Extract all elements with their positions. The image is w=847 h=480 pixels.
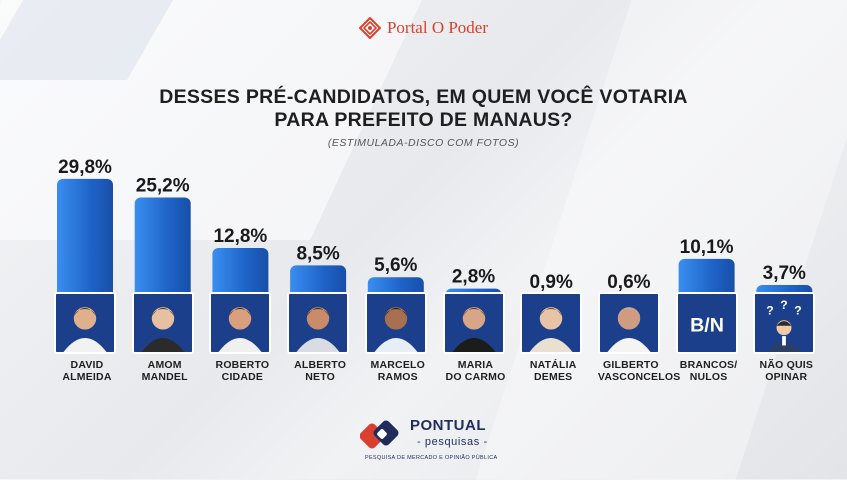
candidate-name: DAVID ALMEIDA (54, 359, 120, 383)
candidate-photo (520, 292, 583, 354)
data-label: 29,8% (58, 157, 112, 178)
svg-text:B/N: B/N (690, 314, 724, 336)
candidate-photo (287, 292, 350, 354)
data-label: 8,5% (296, 243, 339, 264)
candidate-name-line2: VASCONCELOS (597, 370, 681, 383)
candidate-card: ? ? ? NÃO QUIS OPINAR (753, 292, 819, 383)
data-label: 5,6% (374, 255, 417, 276)
data-label: 2,8% (452, 267, 495, 288)
data-label: 3,7% (763, 263, 806, 284)
bar (57, 178, 113, 304)
bar (212, 247, 269, 304)
candidate-card: ROBERTO CIDADE (209, 292, 275, 383)
brand-name: Portal O Poder (386, 18, 489, 37)
candidate-name: BRANCOS/NULOS (676, 359, 742, 383)
data-label: 0,6% (607, 272, 650, 293)
candidate-name-line1: MARCELO (370, 359, 426, 371)
candidate-name-line1: ALBERTO (294, 359, 347, 371)
candidate-name: ALBERTO NETO (287, 359, 353, 383)
candidate-card: DAVID ALMEIDA (54, 292, 120, 383)
candidate-name-line2: MANDEL (141, 370, 188, 383)
candidate-photo (442, 292, 505, 354)
pontual-footer: PONTUAL - pesquisas - PESQUISA DE MERCAD… (360, 417, 520, 467)
candidate-photo (54, 292, 116, 354)
candidate-name: ROBERTO CIDADE (209, 359, 275, 383)
candidate-name-line2: DO CARMO (445, 370, 506, 383)
candidate-photo (131, 292, 194, 354)
svg-text:?: ? (795, 304, 802, 318)
svg-text:?: ? (767, 304, 774, 318)
candidate-name: NÃO QUIS OPINAR (753, 359, 819, 383)
portal-o-poder-logo-icon (358, 17, 381, 39)
candidate-name: MARCELO RAMOS (365, 359, 431, 383)
candidate-name: GILBERTO VASCONCELOS (597, 359, 681, 383)
candidate-photo (209, 292, 272, 354)
chart-title: DESSES PRÉ-CANDIDATOS, EM QUEM VOCÊ VOTA… (0, 86, 847, 132)
chart-title-line2: PARA PREFEITO DE MANAUS? (274, 109, 573, 131)
svg-text:?: ? (781, 298, 788, 312)
blank-null-tile: B/N (675, 292, 738, 354)
candidate-name-line2: NULOS (689, 370, 728, 383)
candidate-name-line2: OPINAR (765, 370, 808, 383)
candidate-name-line1: DAVID (70, 359, 104, 371)
candidate-photo (597, 292, 660, 354)
candidate-card: AMOM MANDEL (131, 292, 198, 383)
pontual-tagline: PESQUISA DE MERCADO E OPINIÃO PÚBLICA (365, 455, 498, 461)
candidate-name-line1: NÃO QUIS (759, 359, 814, 371)
candidate-name-line2: ALMEIDA (62, 370, 112, 383)
candidate-card: NATÁLIA DEMES (520, 292, 586, 383)
data-label: 10,1% (680, 237, 734, 258)
candidate-card: MARCELO RAMOS (364, 292, 431, 383)
candidate-name-line1: AMOM (147, 359, 182, 371)
data-label: 25,2% (136, 176, 190, 197)
candidate-name: AMOM MANDEL (132, 359, 198, 383)
candidate-photo (364, 292, 427, 354)
pontual-sub: - pesquisas - (417, 436, 488, 448)
candidate-name-line2: RAMOS (377, 370, 418, 383)
pontual-name: PONTUAL (410, 417, 486, 434)
question-person-icon: ? ? ? (753, 292, 816, 354)
candidate-name-line1: ROBERTO (215, 359, 270, 371)
chart-subtitle: (ESTIMULADA-DISCO COM FOTOS) (327, 137, 520, 149)
candidate-name: NATÁLIA DEMES (520, 359, 586, 383)
brand-header: Portal O Poder (0, 17, 847, 39)
candidate-card: GILBERTO VASCONCELOS (597, 292, 681, 383)
candidate-name-line2: NETO (305, 370, 335, 383)
data-label: 12,8% (213, 226, 267, 247)
candidate-name-line1: NATÁLIA (529, 359, 577, 371)
candidate-name-line2: DEMES (534, 370, 573, 383)
candidate-name-line1: MARIA (457, 359, 494, 371)
bar (134, 197, 191, 304)
candidate-name-line2: CIDADE (221, 370, 264, 383)
candidate-name: MARIA DO CARMO (443, 359, 509, 383)
candidate-card: ALBERTO NETO (287, 292, 353, 383)
candidate-name-line1: BRANCOS/ (679, 359, 738, 371)
chart-title-line1: DESSES PRÉ-CANDIDATOS, EM QUEM VOCÊ VOTA… (159, 86, 688, 108)
candidate-card: B/N BRANCOS/NULOS (675, 292, 742, 383)
pontual-logo-icon (360, 420, 399, 449)
candidate-name-line1: GILBERTO (603, 359, 659, 371)
data-label: 0,9% (530, 272, 573, 293)
candidate-card: MARIA DO CARMO (442, 292, 509, 383)
